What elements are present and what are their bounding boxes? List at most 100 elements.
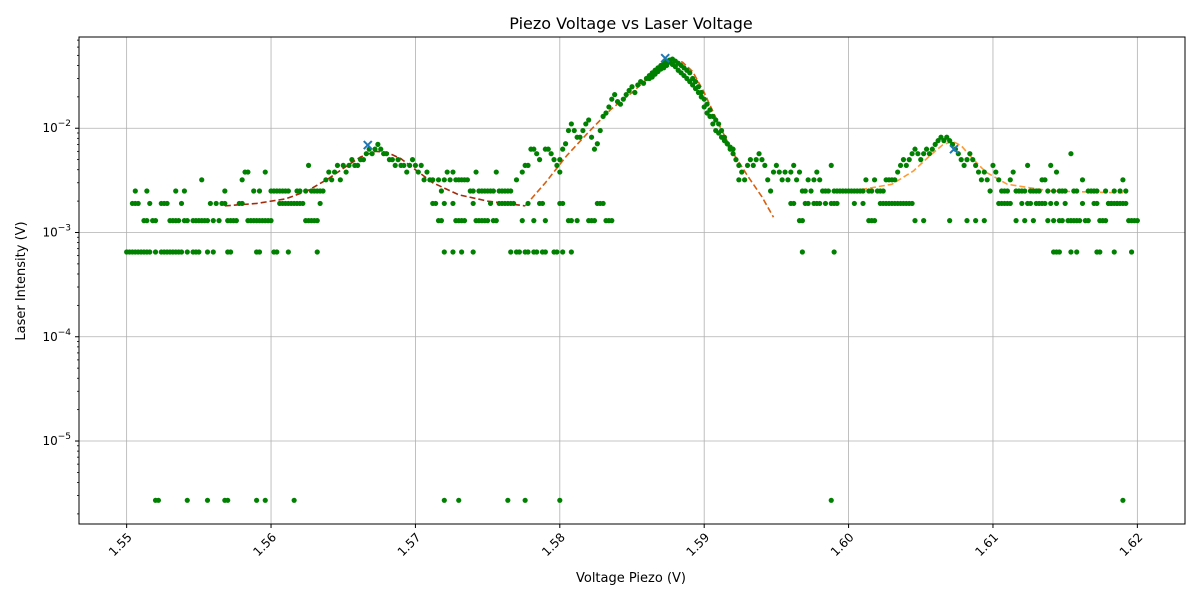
data-point <box>334 162 341 169</box>
data-point <box>831 249 837 255</box>
data-point <box>317 200 323 207</box>
data-point <box>565 127 572 134</box>
data-point <box>825 188 831 194</box>
data-point <box>493 218 499 224</box>
fit-curve <box>524 60 775 218</box>
data-point <box>932 141 938 147</box>
data-point <box>990 162 996 169</box>
peak-marker <box>363 140 373 150</box>
data-point <box>1036 188 1042 194</box>
peak-marker <box>949 144 959 154</box>
data-point <box>144 218 150 224</box>
data-point <box>239 177 245 183</box>
data-point <box>560 249 566 255</box>
data-point <box>1062 188 1068 194</box>
data-point <box>254 497 260 503</box>
data-point <box>632 89 638 96</box>
data-point <box>912 218 918 224</box>
data-point <box>314 218 320 224</box>
data-point <box>1045 188 1051 194</box>
data-point <box>300 200 306 207</box>
data-point <box>389 157 395 163</box>
data-point <box>539 200 546 207</box>
data-point <box>438 218 445 224</box>
data-point <box>909 151 915 157</box>
data-point <box>184 497 190 503</box>
data-point <box>609 218 615 224</box>
data-point <box>519 169 525 175</box>
data-point <box>534 249 540 255</box>
data-point <box>262 169 268 175</box>
data-point <box>441 497 447 503</box>
x-tick-label: 1.57 <box>395 530 424 559</box>
data-point <box>701 104 707 110</box>
data-point <box>1013 218 1019 224</box>
data-point <box>508 188 514 194</box>
data-point <box>768 188 774 194</box>
data-point <box>903 162 909 169</box>
data-point <box>817 177 823 183</box>
data-point <box>548 151 554 157</box>
data-point <box>447 177 453 183</box>
data-point <box>759 157 765 163</box>
data-point <box>1111 249 1117 255</box>
data-point <box>487 200 494 207</box>
data-point <box>736 162 742 169</box>
data-point <box>716 121 722 127</box>
data-point <box>222 188 228 194</box>
data-point <box>392 162 398 169</box>
data-point <box>1007 177 1013 183</box>
data-point <box>869 188 875 194</box>
data-point <box>1079 200 1086 207</box>
data-point <box>560 200 566 207</box>
data-point <box>233 218 239 224</box>
data-point <box>1004 188 1011 194</box>
data-point <box>739 169 745 175</box>
data-point <box>851 200 857 207</box>
x-tick-label: 1.58 <box>539 530 568 559</box>
data-point <box>871 218 878 224</box>
data-point <box>360 157 367 163</box>
data-point <box>892 177 898 183</box>
data-point <box>545 146 551 152</box>
data-point <box>531 146 537 152</box>
data-point <box>536 157 543 163</box>
data-point <box>1068 249 1074 255</box>
data-point <box>239 200 245 207</box>
data-point <box>1097 249 1103 255</box>
x-tick-label: 1.62 <box>1117 530 1146 559</box>
data-point <box>568 249 574 255</box>
data-point <box>970 157 976 163</box>
data-point <box>152 249 159 255</box>
data-point <box>135 200 141 207</box>
data-point <box>433 200 439 207</box>
data-point <box>178 200 185 207</box>
data-point <box>534 151 540 157</box>
data-point <box>756 151 762 157</box>
data-point <box>155 497 162 503</box>
data-point <box>412 162 419 169</box>
data-point <box>409 157 416 163</box>
x-tick-label: 1.59 <box>684 530 713 559</box>
y-tick-label: 10−2 <box>42 119 71 135</box>
data-point <box>834 200 840 207</box>
data-point <box>987 188 993 194</box>
data-point <box>860 200 866 207</box>
data-point <box>378 146 384 152</box>
data-point <box>730 146 736 152</box>
data-point <box>1111 188 1117 194</box>
data-point <box>1074 249 1080 255</box>
data-point <box>568 121 574 127</box>
data-point <box>164 200 170 207</box>
data-point <box>690 82 696 88</box>
data-point <box>395 157 401 163</box>
data-point <box>337 177 343 183</box>
data-point <box>811 177 817 183</box>
data-point <box>464 177 470 183</box>
data-point <box>369 151 375 157</box>
data-point <box>603 110 609 116</box>
data-point <box>895 169 901 175</box>
data-point <box>430 177 436 183</box>
